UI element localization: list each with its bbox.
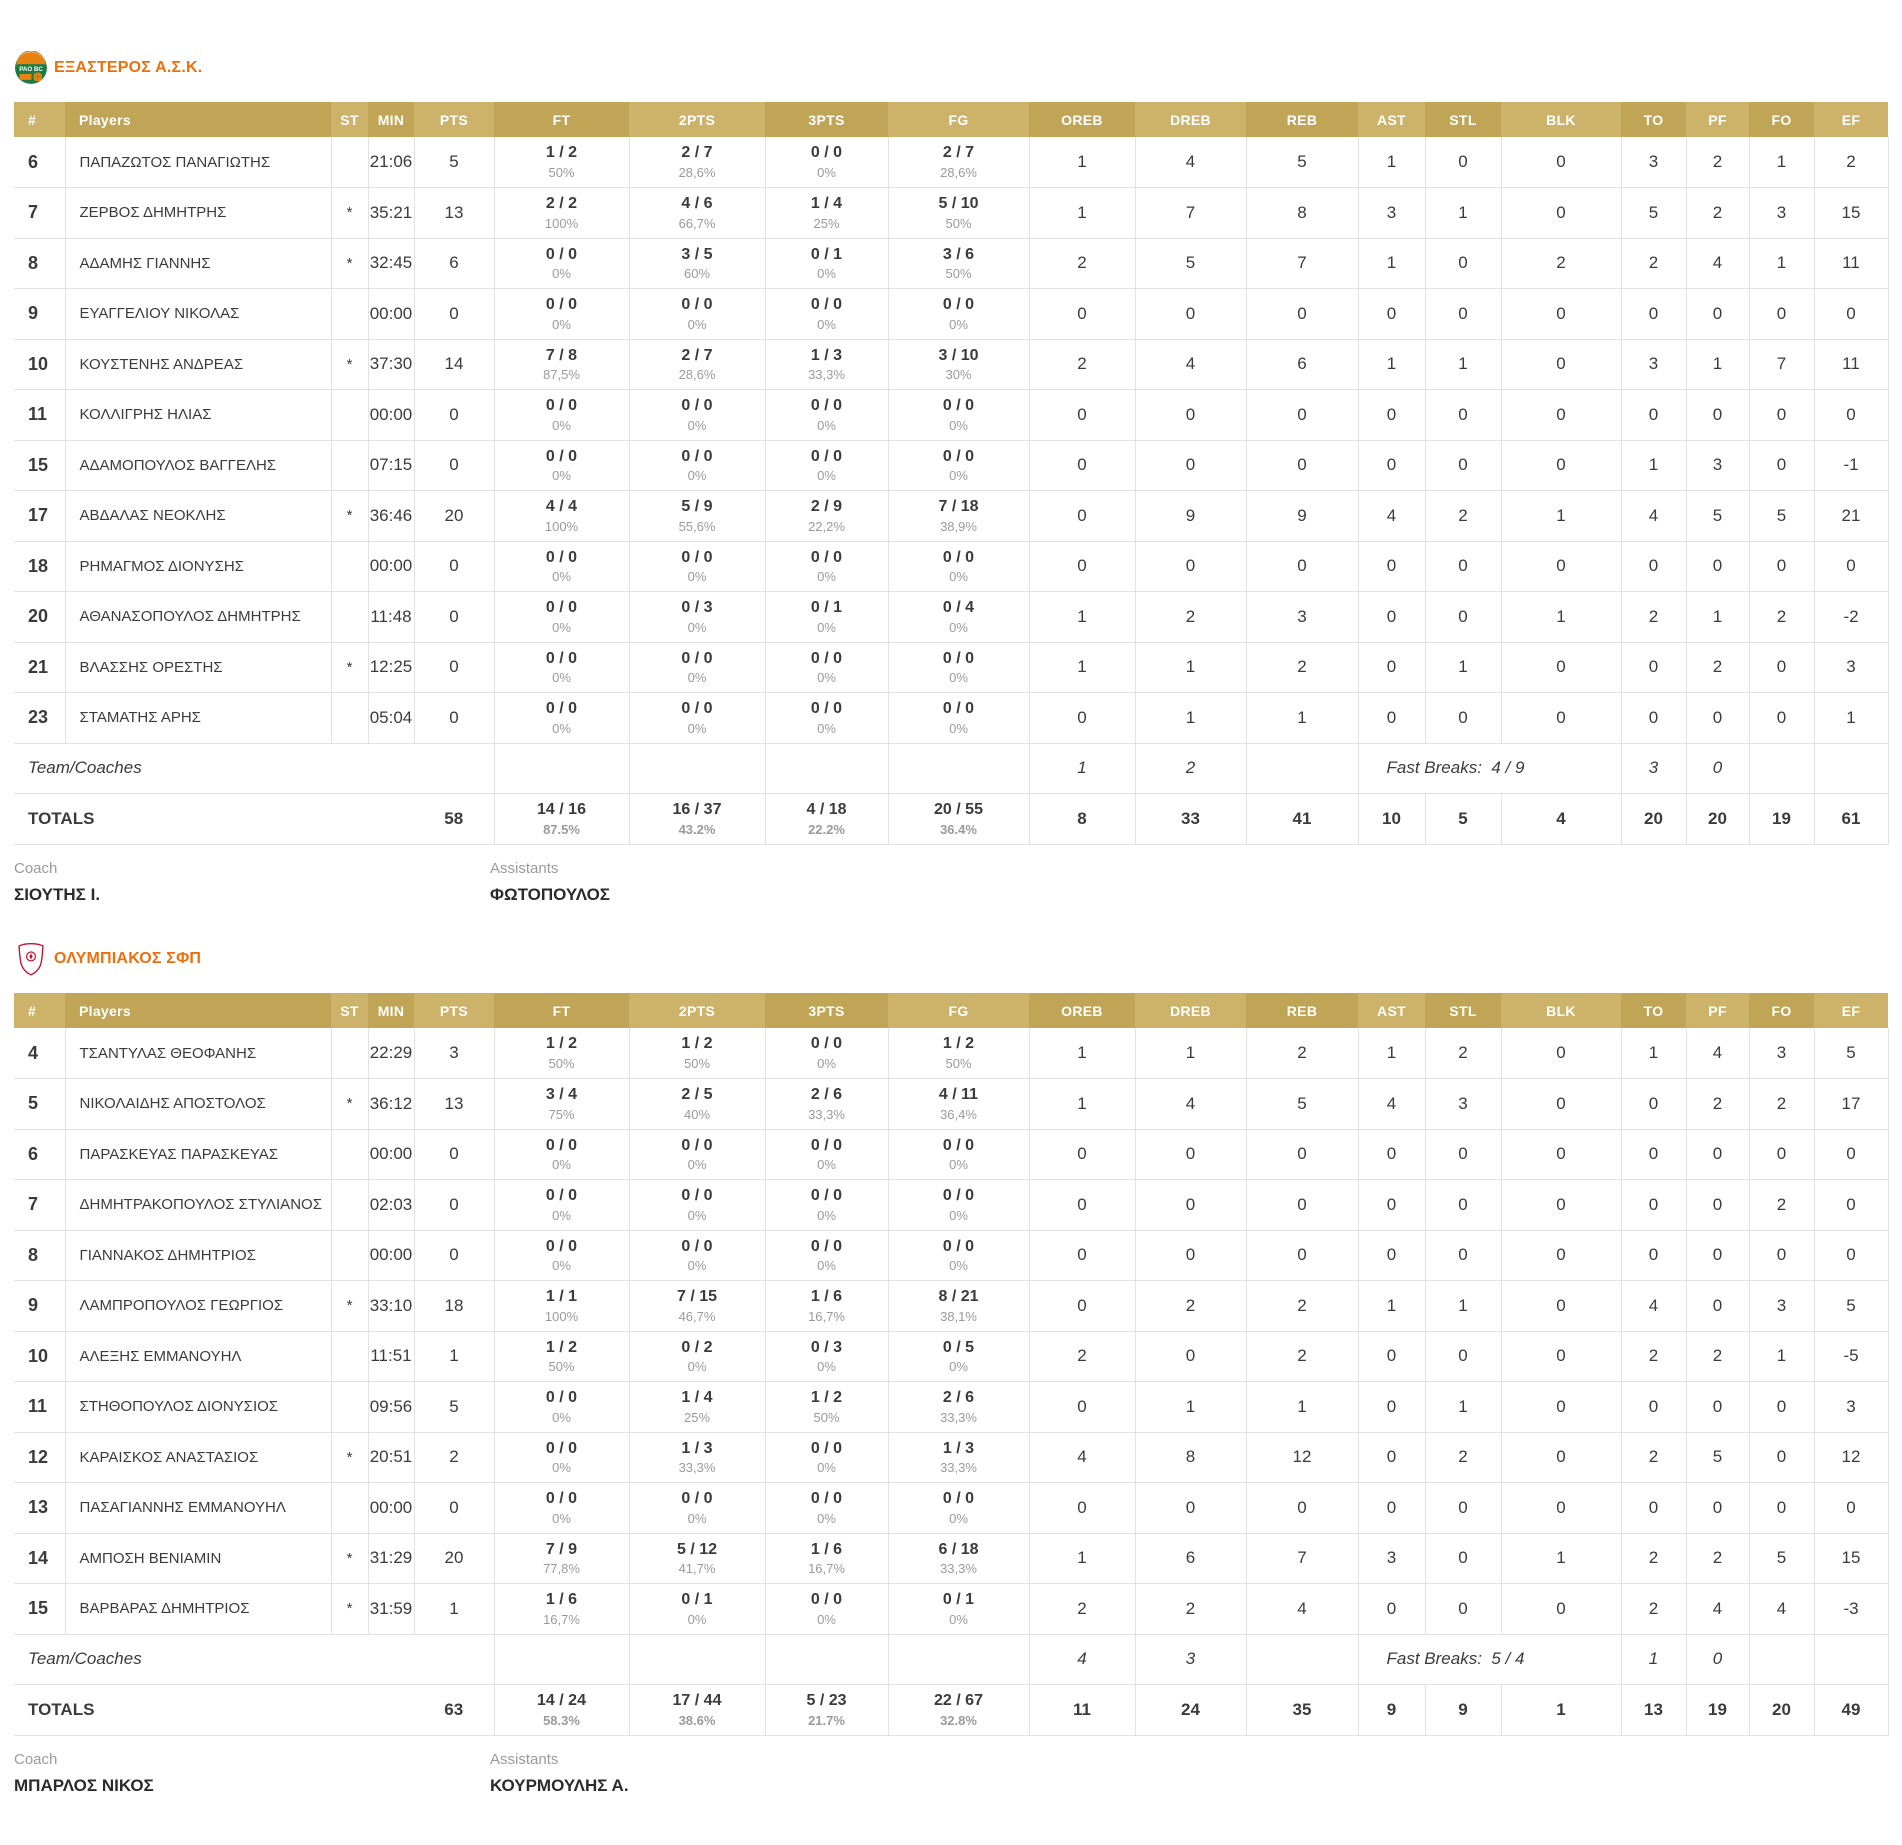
svg-text:PAO BC: PAO BC <box>19 66 43 73</box>
